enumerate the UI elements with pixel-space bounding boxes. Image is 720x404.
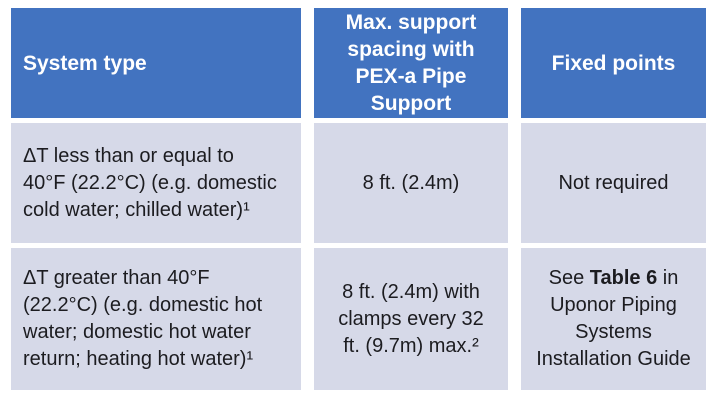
row-2-support-spacing-text: 8 ft. (2.4m) with clamps every 32 ft. (9… [338, 280, 484, 357]
row-2-fixed-points-suffix: in Uponor Piping Systems Installation Gu… [536, 267, 691, 370]
row-1-system-type-text: ΔT less than or equal to 40°F (22.2°C) (… [23, 144, 277, 221]
row-1-fixed-points-prefix: Not required [558, 171, 669, 194]
row-1-fixed-points-text: Not required [558, 170, 668, 197]
row-2-fixed-points-cell: See Table 6 in Uponor Piping Systems Ins… [521, 248, 706, 390]
row-2-support-spacing-cell: 8 ft. (2.4m) with clamps every 32 ft. (9… [314, 248, 508, 390]
row-1-fixed-points-cell: Not required [521, 123, 706, 243]
row-1-system-type-cell: ΔT less than or equal to 40°F (22.2°C) (… [11, 123, 301, 243]
pipe-support-table: System type Max. support spacing with PE… [11, 8, 706, 390]
row-2-fixed-points-prefix: See [548, 267, 590, 289]
header-label-support-spacing: Max. support spacing with PEX-a Pipe Sup… [345, 11, 477, 115]
header-cell-support-spacing: Max. support spacing with PEX-a Pipe Sup… [314, 8, 508, 118]
header-cell-system-type: System type [11, 8, 301, 118]
row-2-fixed-points-bold: Table 6 [589, 267, 658, 289]
header-label-fixed-points: Fixed points [551, 51, 676, 75]
row-2-system-type-text: ΔT greater than 40°F (22.2°C) (e.g. dome… [23, 267, 263, 370]
row-2-system-type-cell: ΔT greater than 40°F (22.2°C) (e.g. dome… [11, 248, 301, 390]
header-label-system-type: System type [23, 51, 147, 75]
row-2-fixed-points-text: See Table 6 in Uponor Piping Systems Ins… [536, 265, 691, 373]
row-1-support-spacing-cell: 8 ft. (2.4m) [314, 123, 508, 243]
row-1-support-spacing-text: 8 ft. (2.4m) [362, 171, 460, 194]
header-cell-fixed-points: Fixed points [521, 8, 706, 118]
